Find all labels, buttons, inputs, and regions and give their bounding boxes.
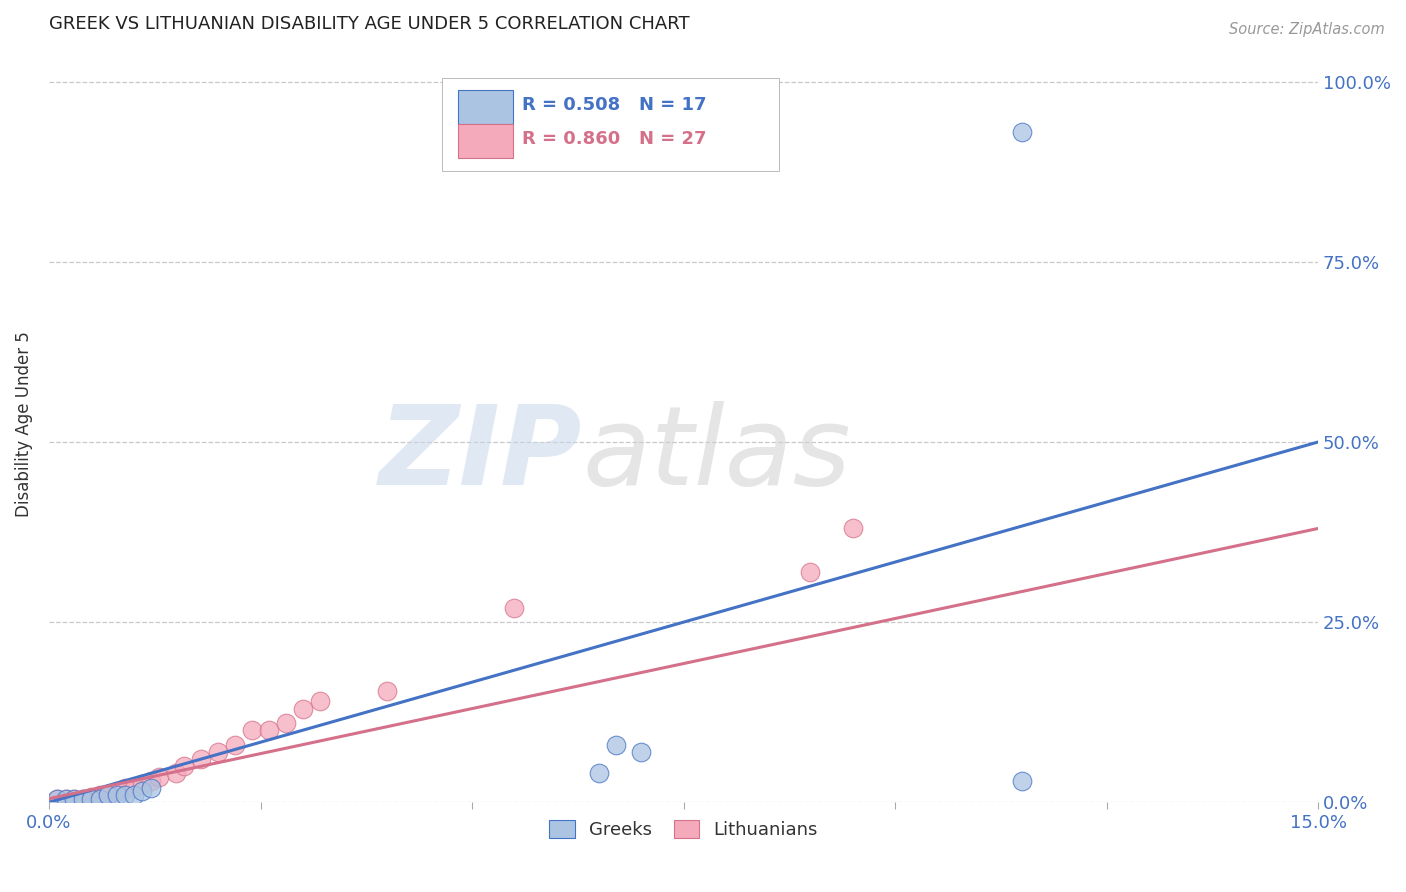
Point [46,791,69,805]
Point [80,791,103,805]
Point [224,738,246,752]
Point [207,745,229,759]
Point [97,788,120,802]
Text: GREEK VS LITHUANIAN DISABILITY AGE UNDER 5 CORRELATION CHART: GREEK VS LITHUANIAN DISABILITY AGE UNDER… [49,15,689,33]
Point [274,716,297,731]
Point [1011,125,1033,139]
Point [122,788,145,802]
Point [148,770,170,784]
Point [105,788,128,802]
Point [122,780,145,795]
Point [55,791,77,805]
Point [63,791,86,805]
Point [89,788,111,802]
Point [114,788,136,802]
Point [63,791,86,805]
Text: Source: ZipAtlas.com: Source: ZipAtlas.com [1229,22,1385,37]
Point [605,738,627,752]
FancyBboxPatch shape [457,90,513,124]
Point [72,791,94,805]
Point [97,788,120,802]
Text: R = 0.508   N = 17: R = 0.508 N = 17 [523,95,707,113]
Point [842,521,865,535]
FancyBboxPatch shape [443,78,779,170]
Point [503,600,526,615]
Point [173,759,195,773]
FancyBboxPatch shape [457,124,513,158]
Point [131,784,153,798]
Text: atlas: atlas [582,401,851,508]
Point [114,780,136,795]
Point [80,789,103,804]
Point [257,723,280,738]
Point [139,780,162,795]
Point [55,791,77,805]
Point [131,777,153,791]
Point [240,723,263,738]
Text: ZIP: ZIP [378,401,582,508]
Point [799,565,821,579]
Point [165,766,187,780]
Y-axis label: Disability Age Under 5: Disability Age Under 5 [15,331,32,516]
Point [308,694,330,708]
Point [139,773,162,788]
Point [105,784,128,798]
Point [46,791,69,805]
Point [630,745,652,759]
Point [377,683,399,698]
Point [72,791,94,805]
Point [190,752,212,766]
Text: R = 0.860   N = 27: R = 0.860 N = 27 [523,129,707,148]
Point [1011,773,1033,788]
Legend: Greeks, Lithuanians: Greeks, Lithuanians [543,813,825,847]
Point [588,766,610,780]
Point [291,701,314,715]
Point [89,791,111,805]
